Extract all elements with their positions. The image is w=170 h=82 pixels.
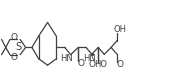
Text: OH: OH	[113, 25, 126, 34]
Text: O: O	[78, 59, 84, 68]
Text: O: O	[89, 60, 96, 69]
Text: HN: HN	[61, 54, 73, 63]
Text: S: S	[16, 42, 22, 52]
Text: O: O	[10, 33, 17, 42]
Text: O: O	[116, 60, 123, 69]
Text: HN: HN	[83, 54, 95, 63]
Text: O: O	[10, 53, 17, 62]
Text: HO: HO	[94, 60, 107, 69]
